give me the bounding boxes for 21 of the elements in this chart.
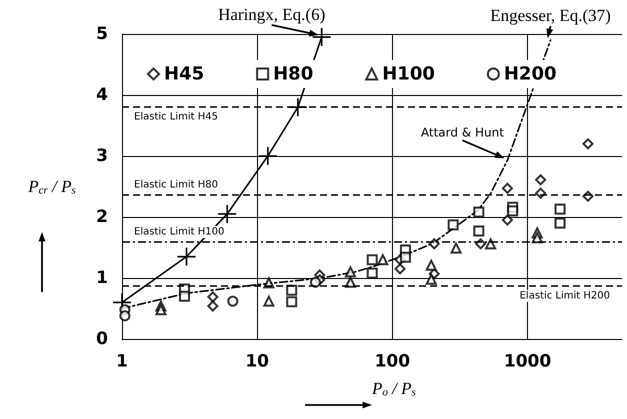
- x-tick-label: 1000: [504, 352, 552, 372]
- y-tick-label: 0: [96, 329, 108, 349]
- legend-label: H200: [504, 64, 557, 84]
- legend-label: H80: [273, 64, 314, 84]
- legend-label: H100: [382, 64, 435, 84]
- y-tick-label: 2: [96, 207, 108, 227]
- y-tick-label: 3: [96, 146, 108, 166]
- x-tick-label: 100: [374, 352, 410, 372]
- ref-line-label: Elastic Limit H100: [134, 226, 224, 238]
- ref-line-label: Elastic Limit H200: [520, 290, 610, 302]
- y-tick-label: 4: [96, 85, 108, 105]
- y-tick-label: 1: [96, 268, 108, 288]
- ref-line-label: Elastic Limit H80: [134, 180, 218, 191]
- ref-line-label: Elastic Limit H45: [134, 112, 218, 123]
- annotation: Engesser, Eq.(37): [490, 6, 611, 26]
- x-tick-label: 10: [245, 352, 270, 372]
- x-tick-label: 1: [116, 352, 128, 372]
- y-tick-label: 5: [96, 24, 108, 44]
- annotation: Haringx, Eq.(6): [218, 5, 326, 24]
- legend-label: H45: [164, 64, 204, 84]
- annotation: Attard & Hunt: [420, 125, 504, 140]
